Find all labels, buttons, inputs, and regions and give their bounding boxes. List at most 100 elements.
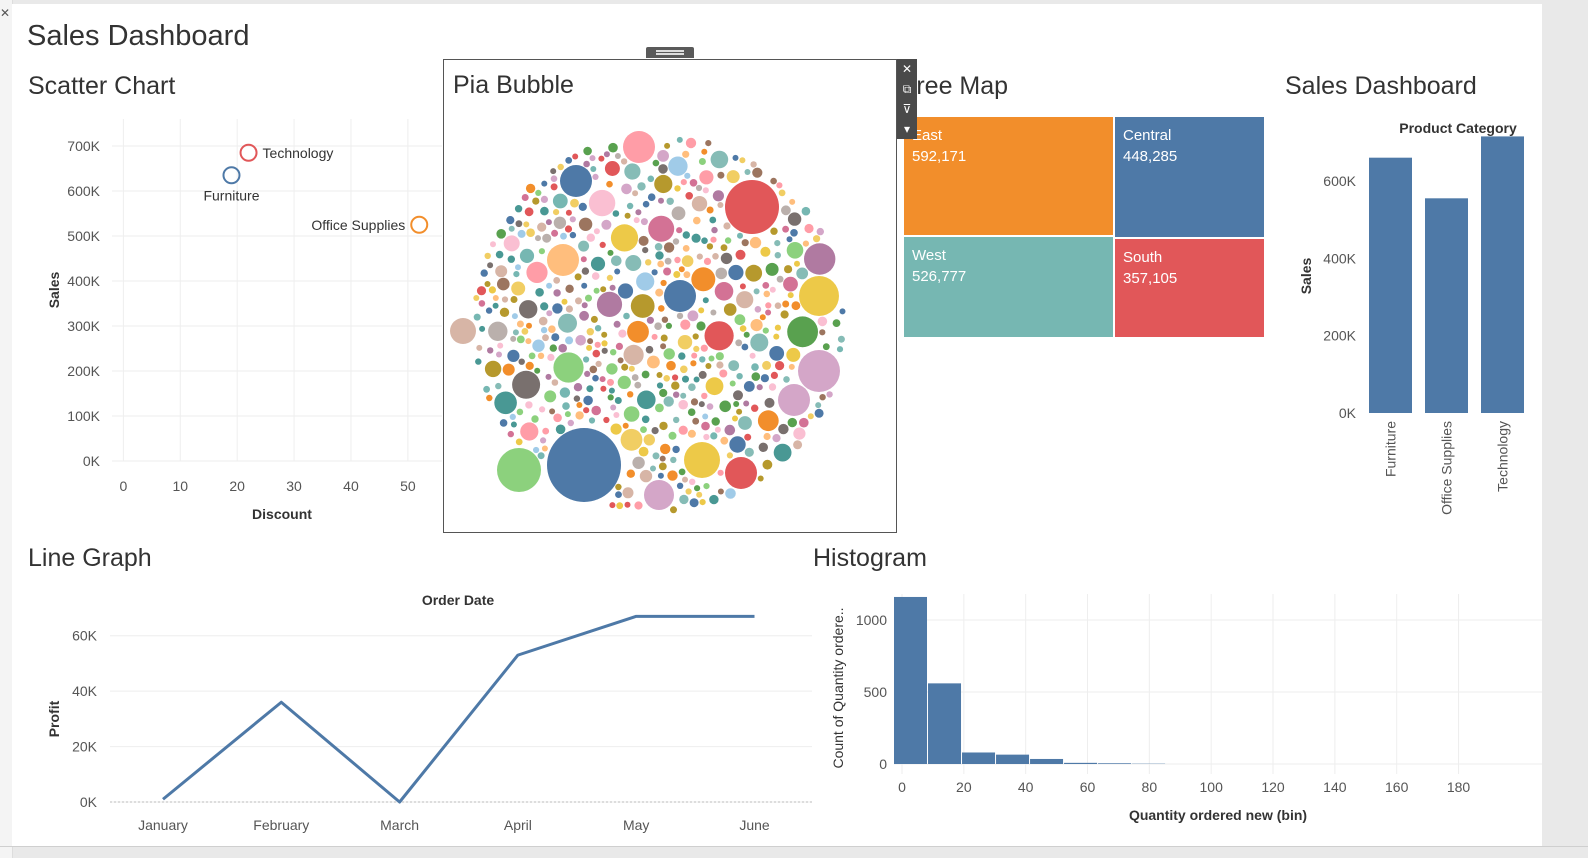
bubble (553, 289, 561, 297)
bubble (725, 488, 736, 499)
bubble (776, 182, 783, 189)
pop-out-icon[interactable]: ⧉ (902, 82, 912, 96)
bubble (523, 221, 530, 228)
bubble (788, 363, 795, 370)
bubble (611, 255, 622, 267)
bubble (699, 170, 714, 185)
x-tick-label: 160 (1385, 779, 1409, 795)
bubble (494, 391, 517, 415)
bubble (518, 358, 525, 365)
treemap-title: Tree Map (902, 72, 1009, 100)
close-icon[interactable]: ✕ (0, 6, 11, 20)
bubble (783, 376, 790, 383)
y-tick-label: 100K (67, 408, 100, 424)
bubble (607, 378, 614, 386)
bubble (770, 177, 777, 185)
x-tick-label: 120 (1261, 779, 1285, 795)
bubble (728, 264, 744, 281)
filter-icon[interactable]: ⊽ (902, 102, 912, 116)
bubble (607, 249, 614, 256)
bubble (660, 334, 668, 342)
bubble (617, 357, 624, 364)
bubble (701, 237, 708, 244)
bubble (553, 277, 561, 284)
bubble (521, 328, 529, 335)
bubble (676, 227, 683, 234)
bubble (677, 335, 693, 350)
bubble (630, 294, 655, 318)
bubble (736, 408, 743, 415)
y-axis-label: Sales (1298, 257, 1314, 294)
bubble (476, 286, 487, 296)
bubble (696, 253, 703, 260)
bubble (575, 297, 582, 305)
bubble (499, 419, 508, 427)
x-tick-label: May (623, 817, 649, 833)
bubble (714, 282, 734, 301)
bubble (699, 356, 706, 363)
bubble (586, 385, 594, 393)
bubble (537, 222, 547, 232)
bubble (476, 344, 483, 351)
scatter-point (410, 215, 429, 234)
x-tick-label: 140 (1323, 779, 1347, 795)
pia-bubble-title: Pia Bubble (453, 71, 574, 99)
bubble (765, 309, 772, 316)
bubble (583, 395, 593, 406)
bubble (703, 483, 710, 490)
bubble (550, 175, 558, 182)
bubble (586, 344, 593, 351)
x-tick-label: 40 (1018, 779, 1034, 795)
bubble (774, 252, 781, 259)
bubble (673, 391, 680, 398)
bar (1481, 136, 1524, 413)
close-icon[interactable]: ✕ (901, 62, 913, 76)
bubble (609, 502, 616, 509)
line-chart: Order Date 0K 20K 40K 60K Profit January Februa… (46, 592, 812, 833)
bubble (590, 166, 597, 172)
bubble (593, 228, 600, 235)
more-options-icon[interactable]: ▾ (903, 122, 911, 136)
bubble (487, 347, 494, 354)
bubble (672, 374, 679, 381)
bubble (531, 415, 539, 423)
bubble (615, 491, 622, 498)
bubble (693, 376, 700, 383)
bubble (495, 250, 504, 259)
bubble (561, 298, 568, 305)
bubble-chart (450, 131, 846, 514)
bubble (524, 207, 534, 217)
bubble (658, 305, 665, 312)
x-axis-label: Discount (252, 506, 312, 522)
bubble (621, 183, 632, 195)
bubble (660, 343, 667, 350)
pia-bubble-panel[interactable]: Pia Bubble (443, 59, 897, 533)
bubble (701, 392, 708, 400)
x-tick-label: 80 (1142, 779, 1158, 795)
y-tick-label: 400K (67, 273, 100, 289)
bubble (501, 296, 509, 303)
bubble (535, 189, 542, 196)
x-tick-label: 60 (1080, 779, 1096, 795)
bubble (565, 209, 572, 216)
bubble (670, 506, 677, 514)
bubble (814, 408, 824, 418)
bubble (640, 426, 647, 433)
bubble (473, 313, 481, 321)
x-tick-label: Furniture (1383, 421, 1399, 477)
bubble (555, 424, 566, 435)
bubble (528, 352, 536, 360)
bubble (786, 242, 804, 259)
bubble (551, 229, 559, 237)
bubble (600, 385, 607, 392)
bubble (698, 307, 705, 314)
bubble (593, 287, 600, 294)
bubble (786, 347, 801, 362)
bubble (547, 353, 555, 361)
bubble (717, 488, 724, 495)
bubble (678, 468, 686, 476)
bubble (540, 302, 549, 311)
bubble (558, 343, 567, 353)
bubble (588, 417, 596, 424)
drag-handle[interactable] (646, 47, 694, 58)
